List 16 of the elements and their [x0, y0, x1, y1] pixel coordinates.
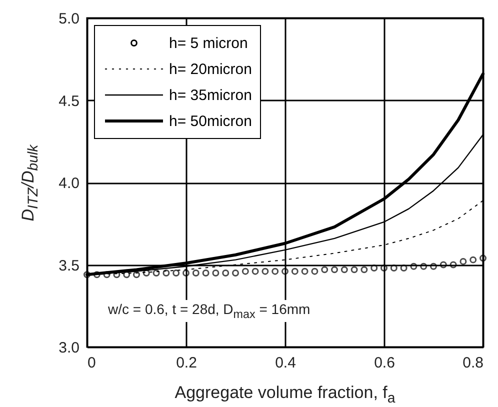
x-tick-label: 0.2 — [176, 354, 197, 372]
y-tick-label: 3.5 — [58, 257, 80, 274]
annotation: w/c = 0.6, t = 28d, D$_{max}$ = 16mm — [105, 300, 314, 322]
legend-label: h= 35micron — [169, 86, 252, 104]
x-tick-label: 0 — [88, 354, 96, 372]
x-tick-label: 0.4 — [275, 354, 296, 372]
legend-label: h= 50micron — [169, 112, 252, 130]
y-tick-label: 4.0 — [58, 175, 80, 192]
legend-label: h= 5 micron — [169, 34, 248, 52]
x-tick-label: 0.8 — [462, 354, 484, 372]
y-tick-label: 3.0 — [58, 340, 80, 356]
legend-label: h= 20micron — [169, 60, 252, 78]
x-axis-title: Aggregate volume fraction, f$_{a}$ — [174, 383, 396, 406]
y-tick-label: 5.0 — [58, 10, 80, 28]
x-tick-label: 0.6 — [374, 354, 395, 372]
y-tick-label: 4.5 — [58, 92, 80, 110]
